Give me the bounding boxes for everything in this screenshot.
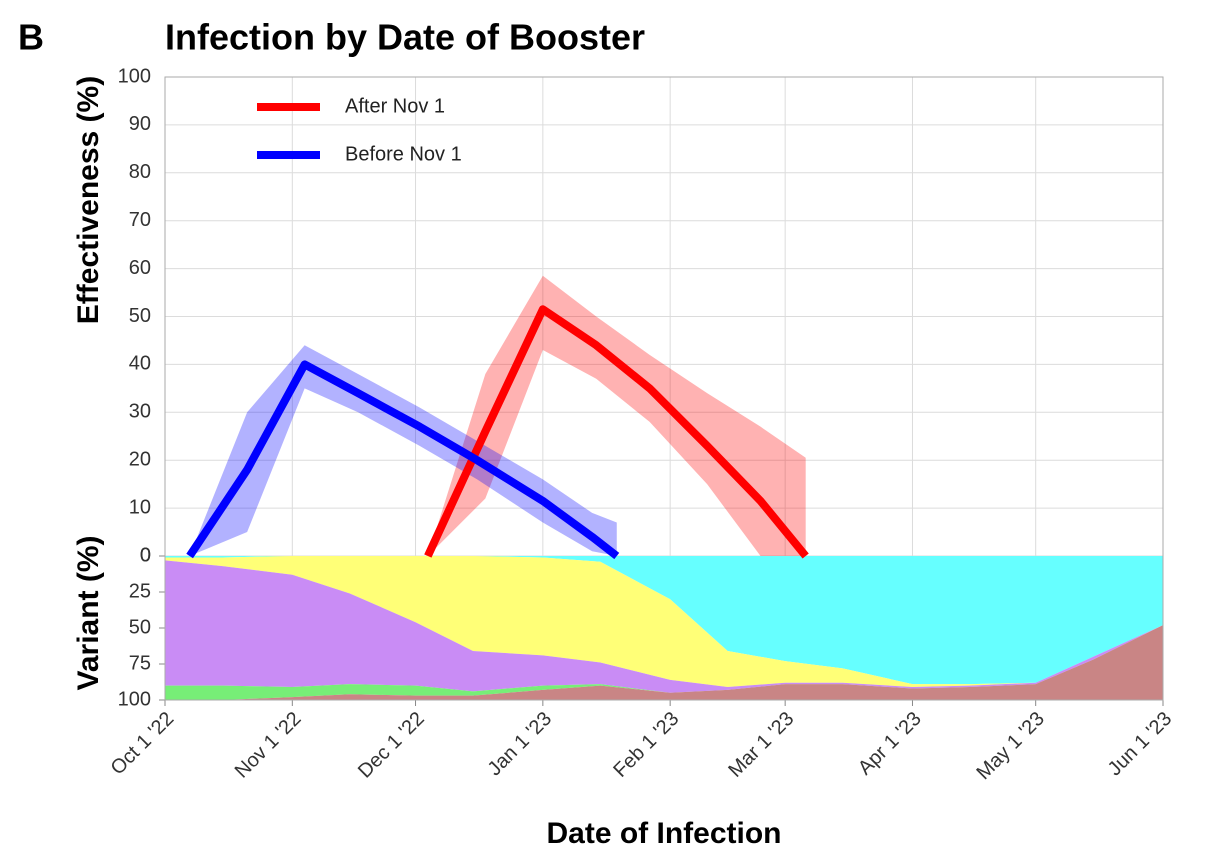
y-axis-label: Variant (%) xyxy=(72,535,105,690)
area xyxy=(165,556,1163,685)
y-tick-label: 50 xyxy=(129,616,151,638)
legend-label: Before Nov 1 xyxy=(345,143,462,165)
y-tick-label: 20 xyxy=(129,448,151,470)
grid xyxy=(164,76,1164,557)
x-tick-label: Jun 1 '23 xyxy=(1104,708,1177,781)
line xyxy=(424,305,809,559)
panel-label: B xyxy=(18,17,44,58)
x-tick-label: Nov 1 '22 xyxy=(231,708,306,783)
x-axis-label: Date of Infection xyxy=(546,817,781,850)
y-tick-label: 75 xyxy=(129,652,151,674)
y-tick-label: 40 xyxy=(129,353,151,375)
x-tick-label: Oct 1 '22 xyxy=(107,708,179,780)
y-axis-label: Effectiveness (%) xyxy=(72,76,105,324)
y-tick-label: 25 xyxy=(129,580,151,602)
y-tick-label: 80 xyxy=(129,161,151,183)
area xyxy=(165,556,1163,688)
x-tick-label: Jan 1 '23 xyxy=(484,708,557,781)
y-tick-label: 50 xyxy=(129,305,151,327)
area xyxy=(165,560,1163,693)
y-tick-label: 10 xyxy=(129,496,151,518)
area xyxy=(165,625,1163,700)
x-tick-label: Apr 1 '23 xyxy=(854,708,926,780)
y-tick-label: 70 xyxy=(129,209,151,231)
x-tick-label: Dec 1 '22 xyxy=(354,708,429,783)
y-tick-label: 0 xyxy=(140,544,151,566)
x-tick-label: May 1 '23 xyxy=(973,708,1049,784)
y-tick-label: 100 xyxy=(118,688,151,710)
confidence-band xyxy=(427,275,806,556)
area xyxy=(165,625,1163,700)
x-tick-label: Feb 1 '23 xyxy=(609,708,683,782)
chart-title: Infection by Date of Booster xyxy=(165,17,645,58)
line xyxy=(186,360,620,560)
confidence-band xyxy=(189,345,617,556)
plot-frame xyxy=(164,76,1164,701)
y-tick-label: 30 xyxy=(129,401,151,423)
legend-label: After Nov 1 xyxy=(345,95,445,117)
y-tick-label: 90 xyxy=(129,113,151,135)
y-tick-label: 0 xyxy=(140,544,151,566)
y-tick-label: 100 xyxy=(118,65,151,87)
x-tick-label: Mar 1 '23 xyxy=(724,708,798,782)
y-tick-label: 60 xyxy=(129,257,151,279)
